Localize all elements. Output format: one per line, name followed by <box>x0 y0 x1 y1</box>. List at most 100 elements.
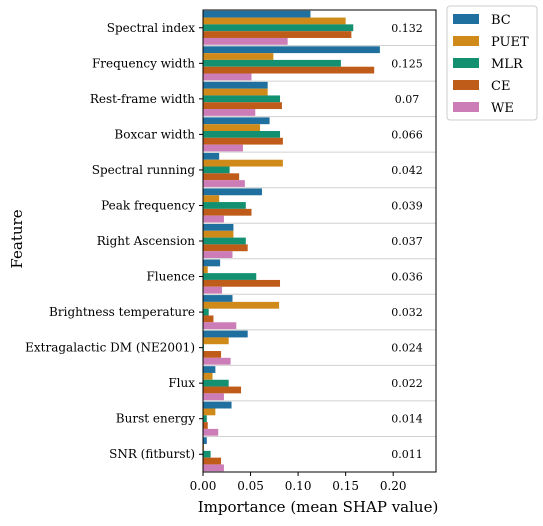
bar-bc-peak-frequency <box>203 188 262 195</box>
bar-ce-snr-fitburst- <box>203 458 221 465</box>
y-tick-label: Boxcar width <box>114 127 195 141</box>
value-label: 0.036 <box>391 271 423 284</box>
bar-we-flux <box>203 393 224 400</box>
bar-mlr-burst-energy <box>203 415 207 422</box>
bar-bc-rest-frame-width <box>203 82 268 89</box>
y-tick-label: Burst energy <box>116 412 195 426</box>
bar-mlr-brightness-temperature <box>203 309 209 316</box>
bar-ce-peak-frequency <box>203 209 252 216</box>
bar-mlr-snr-fitburst- <box>203 451 211 458</box>
bar-puet-fluence <box>203 266 208 273</box>
y-tick-label: Right Ascension <box>97 234 196 248</box>
bar-puet-brightness-temperature <box>203 302 279 309</box>
legend: BC PUET MLR CE WE <box>447 6 537 120</box>
y-tick-label: SNR (fitburst) <box>109 447 195 461</box>
bar-puet-frequency-width <box>203 53 273 60</box>
bar-ce-brightness-temperature <box>203 315 213 322</box>
legend-label-puet: PUET <box>491 35 529 50</box>
bar-bc-brightness-temperature <box>203 295 232 302</box>
bar-we-burst-energy <box>203 429 218 436</box>
bar-we-spectral-running <box>203 180 245 187</box>
plot-area: Spectral index 0.132 Frequency width 0.125 R… <box>25 10 436 493</box>
y-tick-label: Rest-frame width <box>90 92 195 106</box>
bar-we-rest-frame-width <box>203 109 255 116</box>
legend-swatch-we <box>453 102 479 112</box>
legend-swatch-puet <box>453 36 479 46</box>
bar-we-frequency-width <box>203 74 252 81</box>
value-label: 0.066 <box>391 128 423 141</box>
bar-ce-frequency-width <box>203 67 374 74</box>
bar-we-brightness-temperature <box>203 322 236 329</box>
legend-swatch-bc <box>453 14 479 24</box>
bar-bc-spectral-running <box>203 153 219 160</box>
bar-puet-burst-energy <box>203 408 215 415</box>
value-label: 0.014 <box>391 413 423 426</box>
bar-bc-flux <box>203 366 215 373</box>
bar-we-fluence <box>203 287 222 294</box>
value-label: 0.011 <box>391 448 423 461</box>
bar-ce-burst-energy <box>203 422 208 429</box>
bar-puet-spectral-running <box>203 160 283 167</box>
bar-bc-right-ascension <box>203 224 233 231</box>
bar-bc-fluence <box>203 260 220 267</box>
legend-swatch-mlr <box>453 58 479 68</box>
bar-bc-extragalactic-dm-ne2001- <box>203 331 248 338</box>
y-tick-label: Frequency width <box>92 56 195 70</box>
bar-we-spectral-index <box>203 38 288 45</box>
bar-bc-frequency-width <box>203 46 380 53</box>
bar-ce-right-ascension <box>203 244 248 251</box>
bar-we-peak-frequency <box>203 216 224 223</box>
y-tick-label: Brightness temperature <box>49 305 195 319</box>
legend-label-ce: CE <box>491 79 510 94</box>
x-tick-label: 0.20 <box>380 479 407 493</box>
bar-mlr-boxcar-width <box>203 131 280 138</box>
y-axis-label: Feature <box>8 209 26 268</box>
bar-puet-flux <box>203 373 213 380</box>
bar-ce-fluence <box>203 280 280 287</box>
bar-mlr-right-ascension <box>203 238 246 245</box>
bar-puet-extragalactic-dm-ne2001- <box>203 337 229 344</box>
bar-mlr-peak-frequency <box>203 202 246 209</box>
bar-we-boxcar-width <box>203 145 243 152</box>
bar-mlr-flux <box>203 380 229 387</box>
bar-puet-boxcar-width <box>203 124 260 131</box>
bar-ce-extragalactic-dm-ne2001- <box>203 351 221 358</box>
value-label: 0.125 <box>391 57 423 70</box>
value-label: 0.022 <box>391 377 423 390</box>
legend-swatch-ce <box>453 80 479 90</box>
bar-puet-rest-frame-width <box>203 89 268 96</box>
value-label: 0.039 <box>391 199 423 212</box>
y-tick-label: Flux <box>168 376 195 390</box>
bar-ce-boxcar-width <box>203 138 283 145</box>
y-tick-label: Peak frequency <box>101 198 195 212</box>
bar-puet-peak-frequency <box>203 195 219 202</box>
y-tick-label: Spectral running <box>92 163 196 177</box>
bar-mlr-rest-frame-width <box>203 95 280 102</box>
bar-mlr-spectral-index <box>203 24 353 31</box>
bar-bc-burst-energy <box>203 402 232 409</box>
value-label: 0.042 <box>391 164 423 177</box>
value-label: 0.024 <box>391 342 423 355</box>
bar-mlr-fluence <box>203 273 256 280</box>
value-label: 0.132 <box>391 22 423 35</box>
bar-bc-boxcar-width <box>203 117 270 124</box>
bar-ce-spectral-index <box>203 31 351 38</box>
bar-bc-spectral-index <box>203 11 310 18</box>
x-axis-label: Importance (mean SHAP value) <box>198 498 439 516</box>
x-tick-label: 0.10 <box>285 479 312 493</box>
y-tick-label: Extragalactic DM (NE2001) <box>25 341 195 355</box>
bar-mlr-frequency-width <box>203 60 341 67</box>
value-label: 0.037 <box>391 235 423 248</box>
bar-puet-spectral-index <box>203 18 346 25</box>
bar-we-extragalactic-dm-ne2001- <box>203 358 231 365</box>
bar-mlr-spectral-running <box>203 167 230 174</box>
bar-ce-rest-frame-width <box>203 102 282 109</box>
y-tick-label: Fluence <box>146 270 195 284</box>
value-label: 0.032 <box>391 306 423 319</box>
x-tick-label: 0.05 <box>237 479 264 493</box>
bar-we-right-ascension <box>203 251 232 258</box>
x-tick-label: 0.00 <box>190 479 217 493</box>
y-tick-label: Spectral index <box>107 21 195 35</box>
bar-puet-right-ascension <box>203 231 233 238</box>
